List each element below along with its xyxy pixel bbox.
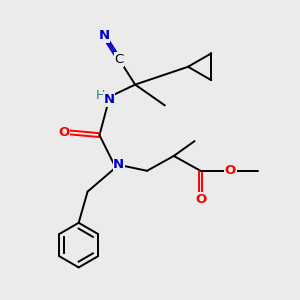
Text: N: N <box>98 29 110 42</box>
Text: C: C <box>115 53 124 66</box>
Text: N: N <box>113 158 124 171</box>
Text: O: O <box>195 193 206 206</box>
Text: H: H <box>95 89 105 102</box>
Text: O: O <box>58 126 69 139</box>
Text: N: N <box>103 93 115 106</box>
Text: O: O <box>225 164 236 177</box>
